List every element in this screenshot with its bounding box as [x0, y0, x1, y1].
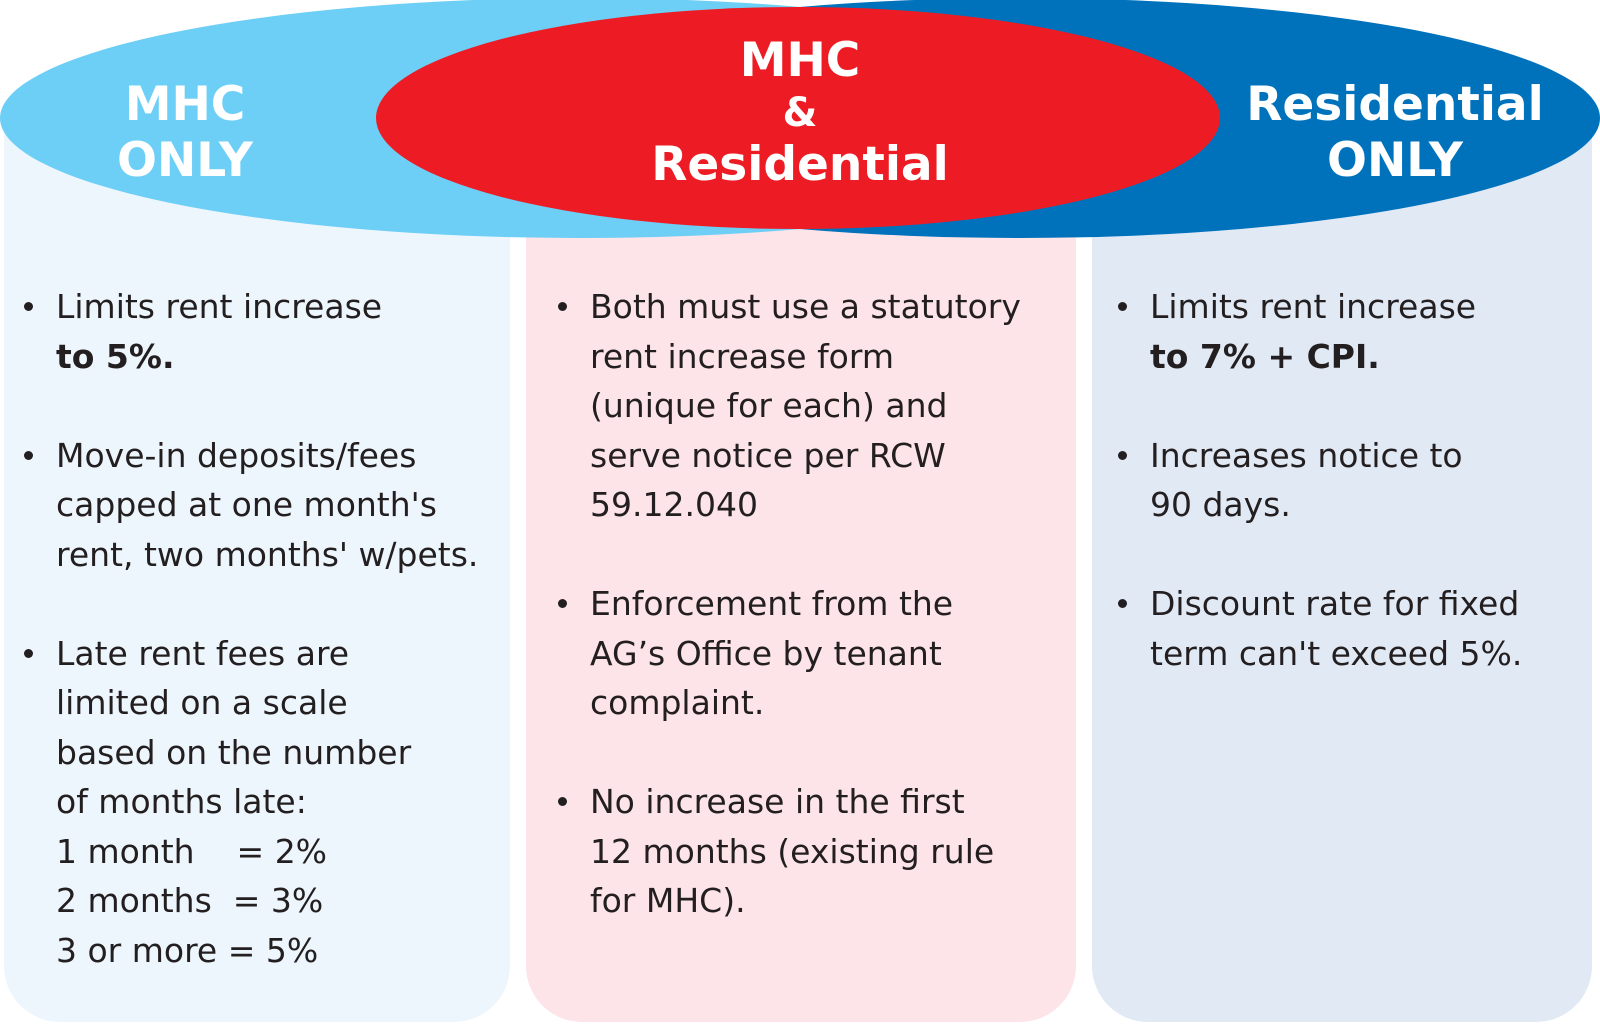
list-item-text: of months late: — [56, 782, 307, 821]
residential-only-header: Residential ONLY — [1240, 77, 1550, 189]
late-fee-scale-row: 2 months = 3% — [56, 881, 324, 920]
list-item-text: No increase in the first — [590, 782, 965, 821]
list-item-text: Enforcement from the — [590, 584, 954, 623]
residential-only-list: Limits rent increase to 7% + CPI. Increa… — [1116, 282, 1586, 728]
mhc-only-header: MHC ONLY — [60, 77, 310, 189]
list-item-text: (unique for each) and — [590, 386, 948, 425]
list-item-text: 90 days. — [1150, 485, 1291, 524]
residential-only-header-line-1: Residential — [1246, 77, 1544, 132]
mhc-only-header-line-1: MHC — [124, 77, 246, 132]
shared-panel — [526, 120, 1076, 1022]
residential-only-panel — [1092, 120, 1592, 1022]
list-item-text: Limits rent increase — [56, 287, 383, 326]
list-item-emphasis: to 5%. — [56, 336, 175, 376]
list-item-text: for MHC). — [590, 881, 746, 920]
mhc-only-panel — [4, 120, 510, 1022]
list-item-text: 59.12.040 — [590, 485, 758, 524]
list-item-text: Move-in deposits/fees — [56, 435, 417, 475]
list-item-text: complaint. — [590, 683, 765, 722]
shared-oval — [376, 7, 1220, 229]
shared-header: MHC & Residential — [620, 33, 980, 193]
list-item: Move-in deposits/fees capped at one mont… — [22, 431, 502, 580]
list-item: Enforcement from the AG’s Office by tena… — [556, 579, 1066, 728]
list-item-text: Late rent fees are — [56, 633, 350, 673]
list-item-text: AG’s Office by tenant — [590, 633, 942, 673]
list-item-text: limited on a scale — [56, 683, 348, 722]
list-item: Increases notice to 90 days. — [1116, 431, 1586, 530]
list-item: Both must use a statutory rent increase … — [556, 282, 1066, 530]
list-item: Limits rent increase to 5%. — [22, 282, 502, 381]
list-item-text: rent increase form — [590, 336, 895, 376]
mhc-only-list: Limits rent increase to 5%. Move-in depo… — [22, 282, 502, 1025]
mhc-only-header-line-2: ONLY — [117, 133, 253, 188]
list-item: Late rent fees are limited on a scale ba… — [22, 629, 502, 976]
list-item-text: term can't exceed 5%. — [1150, 633, 1523, 673]
list-item-text: Limits rent increase — [1150, 287, 1477, 326]
shared-header-line-1: MHC — [739, 33, 861, 88]
list-item-text: 12 months (existing rule — [590, 831, 995, 871]
list-item: Limits rent increase to 7% + CPI. — [1116, 282, 1586, 381]
shared-header-line-3: Residential — [651, 137, 949, 192]
list-item-text: based on the number — [56, 732, 412, 772]
late-fee-scale-row: 3 or more = 5% — [56, 930, 319, 970]
list-item-text: Both must use a statutory — [590, 287, 1021, 326]
list-item-text: rent, two months' w/pets. — [56, 534, 479, 574]
list-item-emphasis: to 7% + CPI. — [1150, 336, 1380, 376]
list-item-text: capped at one month's — [56, 485, 437, 524]
list-item: Discount rate for fixed term can't excee… — [1116, 579, 1586, 678]
shared-list: Both must use a statutory rent increase … — [556, 282, 1066, 975]
list-item-text: serve notice per RCW — [590, 435, 946, 475]
late-fee-scale-row: 1 month = 2% — [56, 831, 328, 871]
residential-only-header-line-2: ONLY — [1327, 133, 1463, 188]
list-item-text: Discount rate for fixed — [1150, 584, 1520, 623]
list-item-text: Increases notice to — [1150, 435, 1463, 475]
shared-header-ampersand: & — [782, 90, 818, 136]
list-item: No increase in the first 12 months (exis… — [556, 777, 1066, 926]
venn-ovals — [0, 0, 1600, 238]
